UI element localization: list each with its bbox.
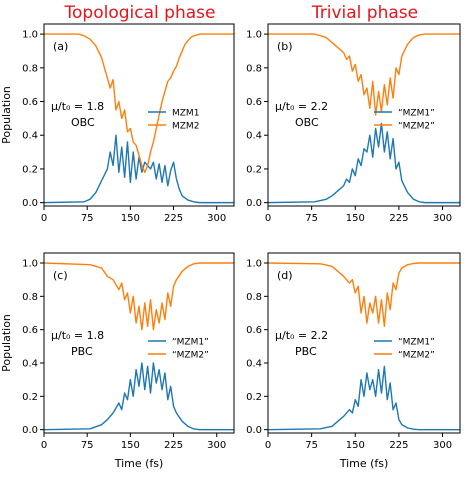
y-tick-label: 0.6 [246, 325, 262, 336]
mu-label: μ/t₀ = 2.2 [275, 329, 328, 342]
mu-label: μ/t₀ = 1.8 [51, 100, 104, 113]
y-tick-label: 0.2 [22, 392, 38, 403]
y-tick-label: 1.0 [22, 259, 38, 270]
legend-entry: “MZM1” [398, 109, 435, 119]
x-axis-label: Time (fs) [339, 457, 389, 470]
y-axis-label: Population [0, 314, 13, 372]
x-tick-label: 300 [433, 213, 452, 224]
panel-c: 0 75 150 225 300 0.0 0.2 0.4 0.6 0.8 1.0 Population… [0, 252, 235, 470]
x-tick-label: 0 [265, 213, 271, 224]
legend-entry: “MZM2” [398, 122, 435, 132]
x-tick-label: 150 [346, 440, 365, 451]
y-tick-label: 0.8 [246, 63, 262, 74]
legend-entry: MZM2 [172, 122, 199, 132]
mu-label: μ/t₀ = 1.8 [51, 329, 104, 342]
y-axis-label: Population [0, 86, 13, 144]
y-tick-label: 0.6 [246, 97, 262, 108]
boundary-condition-label: PBC [295, 345, 317, 358]
panel-a: 0 75 150 225 300 0.0 0.2 0.4 0.6 0.8 1.0 Population… [0, 23, 235, 224]
y-tick-label: 0.0 [22, 425, 38, 436]
x-tick-label: 75 [81, 440, 94, 451]
y-tick-label: 1.0 [22, 30, 38, 41]
panel-label: (c) [53, 269, 68, 282]
y-tick-label: 0.8 [22, 292, 38, 303]
x-tick-label: 225 [389, 213, 408, 224]
y-tick-label: 0.4 [22, 131, 38, 142]
panels: 0 75 150 225 300 0.0 0.2 0.4 0.6 0.8 1.0 Population… [0, 23, 461, 470]
series-line-mzm2 [268, 262, 460, 328]
x-tick-label: 150 [121, 213, 140, 224]
x-tick-label: 225 [389, 440, 408, 451]
plot-frame [43, 252, 235, 434]
boundary-condition-label: OBC [71, 116, 95, 129]
series-line-mzm1 [268, 365, 460, 431]
x-tick-label: 75 [81, 213, 94, 224]
panel-label: (b) [277, 40, 293, 53]
y-tick-label: 0.0 [22, 198, 38, 209]
x-tick-label: 0 [41, 440, 47, 451]
x-tick-label: 300 [433, 440, 452, 451]
x-tick-label: 0 [265, 440, 271, 451]
series-line-mzm1 [44, 362, 234, 431]
boundary-condition-label: PBC [71, 345, 93, 358]
mu-label: μ/t₀ = 2.2 [275, 100, 328, 113]
y-tick-label: 0.0 [246, 425, 262, 436]
series-line-mzm2 [44, 262, 234, 331]
y-tick-label: 0.6 [22, 325, 38, 336]
y-tick-label: 0.8 [246, 292, 262, 303]
series-line-mzm1 [268, 122, 460, 204]
legend-entry: “MZM1” [172, 338, 209, 348]
series-line-mzm2 [44, 33, 234, 173]
y-tick-label: 0.2 [246, 164, 262, 175]
x-tick-label: 225 [164, 440, 183, 451]
y-tick-label: 0.4 [246, 131, 262, 142]
series-line-mzm1 [44, 134, 234, 204]
x-axis-label: Time (fs) [114, 457, 164, 470]
panel-label: (a) [53, 40, 68, 53]
y-tick-label: 1.0 [246, 259, 262, 270]
x-tick-label: 300 [207, 213, 226, 224]
column-title-trivial: Trivial phase [311, 3, 418, 23]
legend-entry: “MZM2” [398, 351, 435, 361]
boundary-condition-label: OBC [295, 116, 319, 129]
legend-entry: “MZM2” [172, 351, 209, 361]
x-tick-label: 0 [41, 213, 47, 224]
x-tick-label: 300 [207, 440, 226, 451]
y-tick-label: 0.2 [22, 164, 38, 175]
y-tick-label: 0.8 [22, 63, 38, 74]
y-tick-label: 0.4 [246, 359, 262, 370]
y-tick-label: 0.4 [22, 359, 38, 370]
panel-b: 0 75 150 225 300 0.0 0.2 0.4 0.6 0.8 1.0 (b) μ/t₀ = … [246, 23, 461, 224]
panel-d: 0 75 150 225 300 0.0 0.2 0.4 0.6 0.8 1.0 Time (fs) (… [246, 252, 461, 470]
plot-frame [267, 252, 461, 434]
column-title-topological: Topological phase [64, 3, 216, 23]
panel-label: (d) [277, 269, 293, 282]
y-tick-label: 0.6 [22, 97, 38, 108]
x-tick-label: 150 [346, 213, 365, 224]
x-tick-label: 150 [121, 440, 140, 451]
plot-frame [267, 23, 461, 207]
y-tick-label: 0.0 [246, 198, 262, 209]
legend-entry: “MZM1” [398, 338, 435, 348]
x-tick-label: 75 [305, 440, 318, 451]
legend-entry: MZM1 [172, 109, 199, 119]
plot-frame [43, 23, 235, 207]
series-line-mzm2 [268, 33, 460, 116]
y-tick-label: 0.2 [246, 392, 262, 403]
x-tick-label: 225 [164, 213, 183, 224]
y-tick-label: 1.0 [246, 30, 262, 41]
x-tick-label: 75 [305, 213, 318, 224]
